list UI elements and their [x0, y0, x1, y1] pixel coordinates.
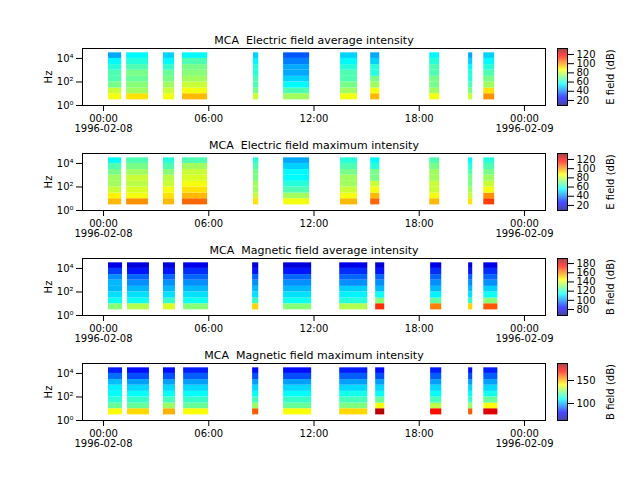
svg-text:120: 120: [576, 285, 596, 297]
svg-text:00:001996-02-09: 00:001996-02-09: [495, 428, 553, 449]
svg-text:18:00: 18:00: [405, 323, 434, 334]
svg-text:B field (dB): B field (dB): [605, 364, 616, 420]
svg-text:MCA Magnetic field average in: MCA Magnetic field average intensity: [209, 244, 418, 257]
svg-text:00:001996-02-09: 00:001996-02-09: [495, 323, 553, 344]
svg-text:10²: 10²: [57, 181, 74, 192]
svg-text:MCA Electric field average in: MCA Electric field average intensity: [214, 34, 414, 47]
svg-text:150: 150: [577, 375, 596, 386]
svg-text:00:001996-02-09: 00:001996-02-09: [495, 113, 553, 134]
svg-text:Hz: Hz: [43, 71, 54, 84]
svg-text:20: 20: [576, 199, 590, 211]
svg-text:100: 100: [576, 57, 596, 69]
svg-text:MCA Electric field maximum in: MCA Electric field maximum intensity: [209, 139, 419, 152]
svg-text:18:00: 18:00: [405, 113, 434, 124]
svg-text:Hz: Hz: [43, 386, 54, 399]
svg-text:12:00: 12:00: [300, 218, 329, 229]
svg-text:100: 100: [577, 398, 596, 409]
svg-text:12:00: 12:00: [300, 323, 329, 334]
svg-text:10²: 10²: [57, 391, 74, 402]
svg-text:120: 120: [577, 49, 596, 60]
svg-text:60: 60: [576, 181, 590, 193]
svg-text:40: 40: [576, 190, 590, 202]
svg-text:10⁴: 10⁴: [57, 368, 74, 379]
svg-text:B field (dB): B field (dB): [605, 259, 616, 315]
svg-text:18:00: 18:00: [405, 428, 434, 439]
svg-text:00:001996-02-08: 00:001996-02-08: [74, 218, 132, 239]
svg-text:Hz: Hz: [43, 176, 54, 189]
svg-text:100: 100: [576, 294, 596, 306]
svg-text:00:001996-02-08: 00:001996-02-08: [74, 113, 132, 134]
svg-text:E field (dB): E field (dB): [605, 49, 616, 104]
svg-text:06:00: 06:00: [194, 113, 223, 124]
svg-text:40: 40: [576, 85, 590, 97]
svg-text:12:00: 12:00: [300, 428, 329, 439]
svg-text:12:00: 12:00: [300, 113, 329, 124]
svg-text:00:001996-02-09: 00:001996-02-09: [495, 218, 553, 239]
svg-text:10⁰: 10⁰: [57, 100, 74, 111]
svg-text:Hz: Hz: [43, 281, 54, 294]
svg-text:80: 80: [576, 172, 590, 184]
svg-text:10⁰: 10⁰: [57, 415, 74, 426]
svg-text:MCA Magnetic field maximum in: MCA Magnetic field maximum intensity: [204, 349, 424, 362]
svg-text:160: 160: [576, 267, 596, 278]
svg-text:60: 60: [576, 76, 590, 88]
svg-text:10²: 10²: [57, 286, 74, 297]
svg-text:00:001996-02-08: 00:001996-02-08: [74, 428, 132, 449]
svg-text:10⁰: 10⁰: [57, 310, 74, 321]
svg-text:20: 20: [576, 94, 590, 106]
svg-text:180: 180: [577, 258, 596, 269]
svg-text:100: 100: [576, 162, 596, 174]
svg-text:10⁴: 10⁴: [57, 158, 74, 169]
svg-text:06:00: 06:00: [194, 218, 223, 229]
svg-text:E field (dB): E field (dB): [605, 154, 616, 209]
svg-text:80: 80: [576, 303, 590, 315]
svg-text:10⁰: 10⁰: [57, 205, 74, 216]
svg-text:06:00: 06:00: [194, 323, 223, 334]
svg-text:00:001996-02-08: 00:001996-02-08: [74, 323, 132, 344]
svg-text:18:00: 18:00: [405, 218, 434, 229]
svg-text:10⁴: 10⁴: [57, 53, 74, 64]
svg-text:06:00: 06:00: [194, 428, 223, 439]
svg-text:140: 140: [576, 276, 596, 288]
svg-text:120: 120: [577, 154, 596, 165]
svg-text:10⁴: 10⁴: [57, 263, 74, 274]
svg-text:10²: 10²: [57, 76, 74, 87]
svg-text:80: 80: [576, 67, 590, 79]
